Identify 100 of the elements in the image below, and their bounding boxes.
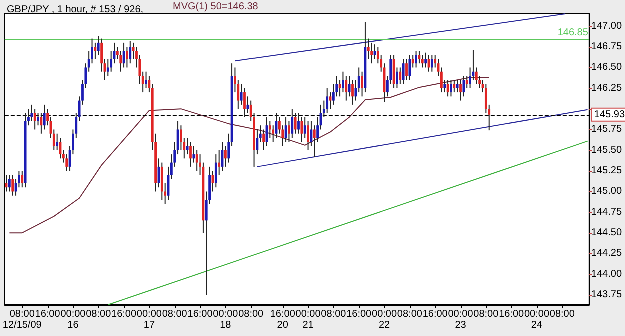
chart-title: GBP/JPY , 1 hour, # 153 / 926, bbox=[7, 4, 144, 16]
x-tick-label: 00:00 21 bbox=[296, 309, 322, 331]
candlestick bbox=[367, 38, 370, 60]
line-series bbox=[9, 77, 490, 234]
x-tick-label: 08:00 bbox=[162, 309, 188, 320]
candlestick bbox=[342, 71, 344, 94]
y-tick-label: 146.25 bbox=[591, 82, 622, 94]
candlestick bbox=[186, 138, 189, 156]
y-tick-label: 143.75 bbox=[591, 290, 622, 301]
candlestick bbox=[370, 42, 374, 64]
x-tick-label: 16:00 bbox=[422, 309, 448, 320]
candlestick bbox=[240, 84, 243, 106]
candlestick bbox=[444, 80, 446, 94]
candlestick bbox=[214, 154, 218, 188]
x-tick-label: 16:00 bbox=[499, 309, 525, 320]
y-tick-label: 145.00 bbox=[591, 186, 622, 198]
candlestick bbox=[40, 112, 43, 134]
x-tick-label: 08:00 bbox=[238, 309, 264, 320]
candlestick bbox=[272, 125, 275, 143]
x-tick-label: 08:00 bbox=[397, 309, 423, 320]
candlestick bbox=[294, 112, 297, 134]
x-tick-label: 08:00 bbox=[321, 309, 347, 320]
candlestick bbox=[21, 170, 24, 188]
y-tick-label: 144.75 bbox=[591, 206, 622, 218]
candlestick bbox=[8, 174, 11, 192]
x-tick-label: 00:00 17 bbox=[136, 309, 162, 331]
candlestick bbox=[120, 50, 122, 72]
y-tick-label: 145.25 bbox=[591, 166, 622, 177]
candlestick bbox=[192, 146, 196, 164]
candlestick bbox=[224, 146, 227, 168]
x-tick-label: 16:00 bbox=[346, 309, 372, 320]
x-tick-label: 16:00 bbox=[35, 309, 61, 320]
candlestick bbox=[313, 125, 316, 158]
candlestick bbox=[190, 142, 192, 168]
candlestick bbox=[374, 44, 376, 60]
x-tick-label: 08:00 bbox=[86, 309, 112, 320]
x-tick-label: 00:00 22 bbox=[372, 309, 398, 331]
candlestick bbox=[246, 96, 250, 114]
ref-line-label: 146.85 bbox=[558, 27, 589, 38]
candlestick bbox=[460, 80, 462, 102]
y-tick-label: 145.50 bbox=[591, 144, 622, 156]
candlestick bbox=[34, 108, 36, 130]
x-tick-label: 00:00 24 bbox=[524, 309, 550, 331]
candlestick bbox=[430, 54, 434, 72]
candlestick bbox=[56, 133, 59, 151]
candlestick bbox=[466, 76, 468, 89]
text: MVG(1) 50=146.38 bbox=[173, 2, 259, 12]
candlestick bbox=[396, 67, 398, 89]
y-tick-label: 146.75 bbox=[591, 42, 622, 53]
candlestick bbox=[348, 76, 351, 98]
candlestick bbox=[462, 76, 466, 98]
candlestick bbox=[406, 58, 408, 81]
candlestick bbox=[412, 54, 414, 68]
candlestick bbox=[298, 112, 300, 134]
candlestick bbox=[408, 54, 412, 81]
candlestick bbox=[262, 129, 266, 151]
candlestick bbox=[43, 104, 46, 130]
x-tick-label: 00:00 18 bbox=[213, 309, 239, 331]
candlestick bbox=[345, 76, 348, 102]
candlestick bbox=[329, 92, 332, 110]
candlestick bbox=[126, 46, 128, 68]
candlestick bbox=[424, 52, 428, 68]
x-tick-label: 00:00 23 bbox=[448, 309, 474, 331]
candlestick bbox=[30, 104, 34, 122]
candlestick bbox=[196, 150, 198, 172]
candlestick bbox=[304, 116, 306, 139]
candlestick bbox=[291, 108, 294, 139]
candlestick bbox=[456, 80, 459, 94]
candlestick bbox=[415, 50, 418, 68]
candlestick bbox=[12, 174, 14, 196]
ref-line-label: 145.93 bbox=[594, 109, 625, 120]
y-tick-label: 144.00 bbox=[591, 268, 622, 280]
candlestick bbox=[94, 42, 97, 60]
candlestick bbox=[399, 67, 402, 85]
y-tick-label: 144.50 bbox=[591, 228, 622, 239]
x-tick-label: 16:00 bbox=[112, 309, 137, 320]
candlestick bbox=[307, 120, 310, 151]
candlestick bbox=[37, 112, 40, 126]
candlestick bbox=[421, 54, 424, 68]
candlestick bbox=[300, 116, 304, 143]
x-tick-label: 00:00 16 bbox=[60, 309, 86, 331]
candlestick bbox=[66, 154, 68, 172]
x-tick-label: 08:00 bbox=[474, 309, 500, 320]
y-tick-label: 144.25 bbox=[591, 248, 622, 260]
candlestick bbox=[218, 150, 221, 176]
candlestick bbox=[352, 80, 354, 106]
y-tick-label: 145.75 bbox=[591, 124, 622, 136]
candlestick bbox=[402, 58, 405, 85]
candlestick bbox=[129, 40, 132, 64]
y-tick-label: 146.50 bbox=[591, 62, 622, 74]
candlestick bbox=[453, 80, 456, 94]
candlestick bbox=[288, 120, 290, 143]
candlestick bbox=[326, 88, 329, 114]
x-tick-label: 16:00 20 bbox=[270, 309, 296, 331]
x-tick-label: 16:00 bbox=[188, 309, 214, 320]
candlestick bbox=[361, 71, 364, 98]
y-tick-label: 147.00 bbox=[591, 20, 622, 32]
candlestick bbox=[145, 71, 148, 89]
candlestick bbox=[450, 80, 452, 98]
candlestick bbox=[244, 88, 246, 118]
